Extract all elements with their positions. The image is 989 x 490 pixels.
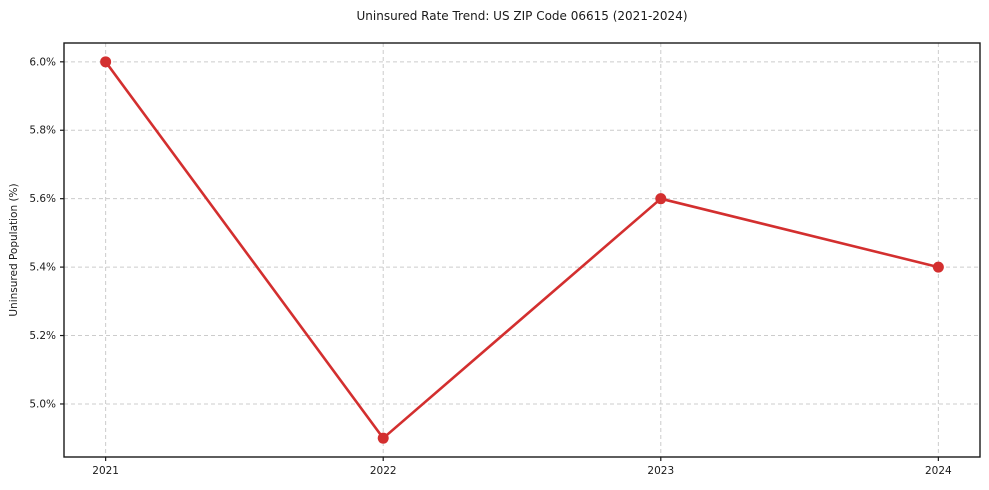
x-tick-label: 2023 (647, 465, 674, 477)
data-point-marker (932, 261, 944, 273)
data-point-marker (377, 432, 389, 444)
y-tick-label: 5.0% (29, 398, 56, 410)
x-tick-label: 2021 (92, 465, 119, 477)
x-tick-label: 2022 (370, 465, 397, 477)
y-tick-label: 5.8% (29, 125, 56, 137)
y-tick-label: 5.6% (29, 193, 56, 205)
trend-line (104, 60, 940, 440)
x-tick-label: 2024 (925, 465, 952, 477)
y-tick-label: 5.2% (29, 330, 56, 342)
chart-title: Uninsured Rate Trend: US ZIP Code 06615 … (356, 9, 688, 23)
y-tick-label: 6.0% (29, 56, 56, 68)
y-tick-label: 5.4% (29, 262, 56, 274)
plot-border (63, 42, 981, 458)
data-point-marker (655, 193, 667, 205)
data-point-marker (100, 56, 112, 68)
